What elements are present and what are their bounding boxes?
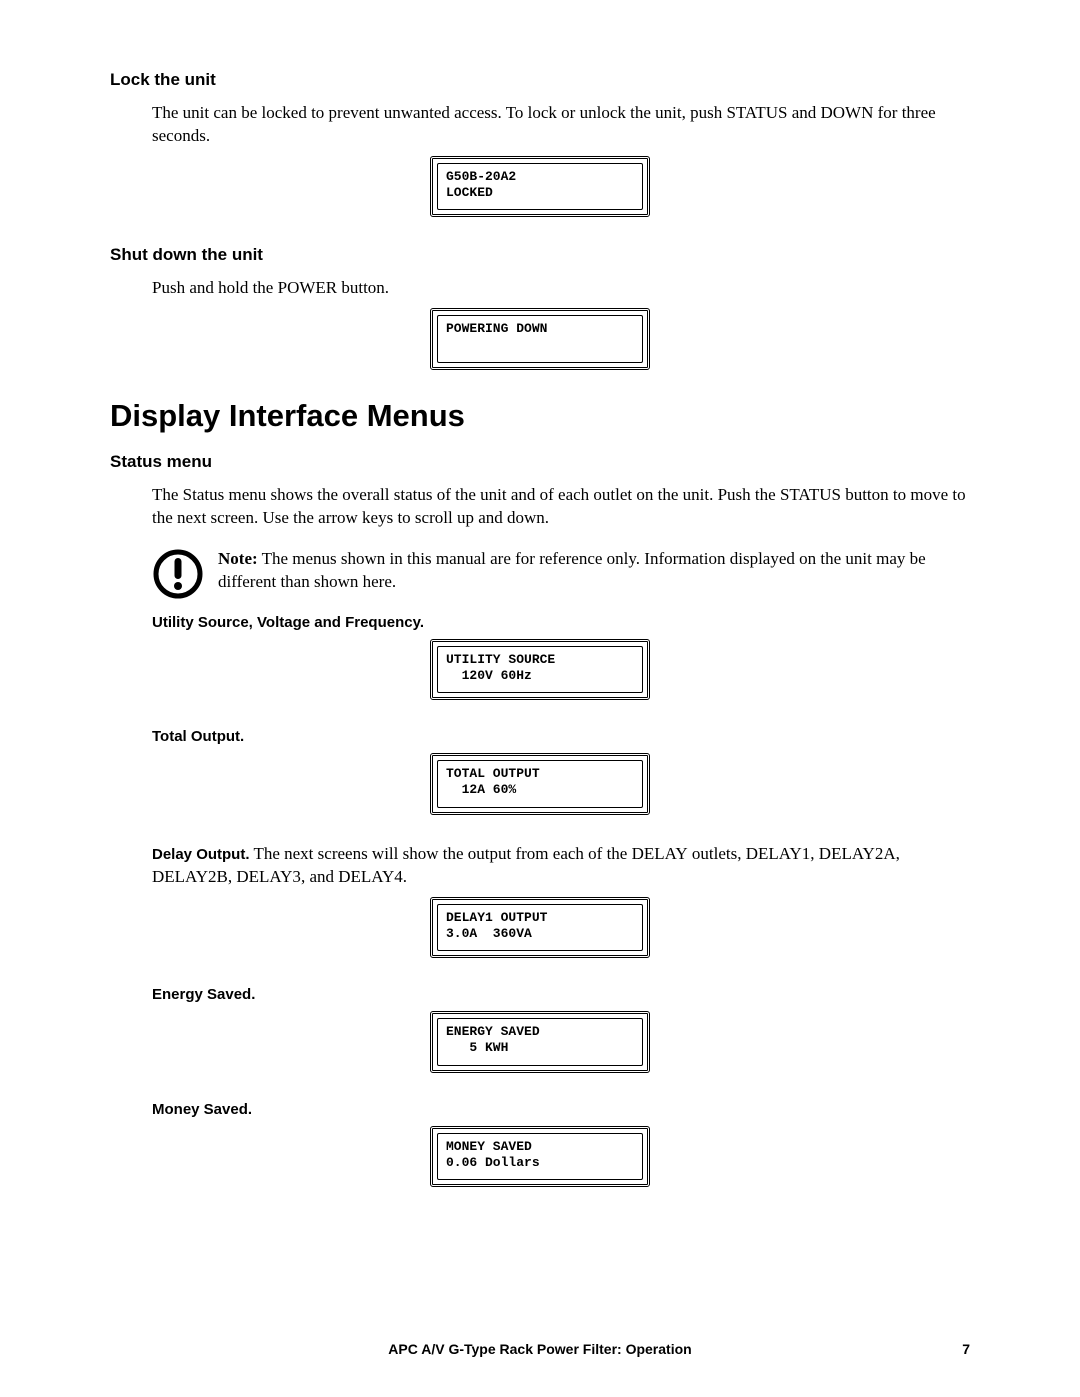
- lcd-delay-line1: DELAY1 OUTPUT: [446, 910, 547, 925]
- section-lock: Lock the unit The unit can be locked to …: [110, 70, 970, 217]
- lcd-utility: UTILITY SOURCE 120V 60Hz: [430, 639, 650, 701]
- lcd-total-inner: TOTAL OUTPUT 12A 60%: [437, 760, 643, 808]
- lcd-lock-inner: G50B-20A2 LOCKED: [437, 163, 643, 211]
- lcd-energy-line2: 5 KWH: [446, 1040, 508, 1055]
- note-text: Note: The menus shown in this manual are…: [218, 548, 970, 594]
- delay2a: DELAY2A: [819, 844, 896, 863]
- note-label: Note:: [218, 549, 258, 568]
- outlets-word: outlets,: [688, 844, 746, 863]
- and-word: , and: [301, 867, 338, 886]
- lcd-money-line1: MONEY SAVED: [446, 1139, 532, 1154]
- delay2b: DELAY2B: [152, 867, 228, 886]
- lock-and: and: [787, 103, 820, 122]
- delay4: DELAY4: [338, 867, 403, 886]
- delay3: DELAY3: [236, 867, 301, 886]
- lcd-utility-inner: UTILITY SOURCE 120V 60Hz: [437, 646, 643, 694]
- shutdown-text-2: button.: [337, 278, 389, 297]
- c2: ,: [896, 844, 900, 863]
- lcd-energy: ENERGY SAVED 5 KWH: [430, 1011, 650, 1073]
- footer-title: APC A/V G-Type Rack Power Filter: Operat…: [140, 1341, 940, 1357]
- down-key-text: DOWN: [821, 103, 874, 122]
- shutdown-heading: Shut down the unit: [110, 245, 970, 265]
- shutdown-body: Push and hold the POWER button.: [152, 277, 970, 300]
- lcd-energy-inner: ENERGY SAVED 5 KWH: [437, 1018, 643, 1066]
- delay1: DELAY1: [746, 844, 811, 863]
- status-menu-heading: Status menu: [110, 452, 970, 472]
- total-output-heading: Total Output.: [152, 728, 970, 745]
- power-key-text: POWER: [278, 278, 338, 297]
- lcd-money: MONEY SAVED 0.06 Dollars: [430, 1126, 650, 1188]
- energy-saved-heading: Energy Saved.: [152, 986, 970, 1003]
- lcd-delay-inner: DELAY1 OUTPUT 3.0A 360VA: [437, 904, 643, 952]
- delay-output-label: Delay Output.: [152, 846, 250, 863]
- lcd-money-line2: 0.06 Dollars: [446, 1155, 540, 1170]
- period: .: [403, 867, 407, 886]
- shutdown-text-1: Push and hold the: [152, 278, 278, 297]
- delay-text-1: The next screens will show the output fr…: [250, 844, 632, 863]
- lcd-money-inner: MONEY SAVED 0.06 Dollars: [437, 1133, 643, 1181]
- delay-output-row: Delay Output. The next screens will show…: [152, 843, 970, 889]
- main-heading: Display Interface Menus: [110, 398, 970, 434]
- lcd-shutdown: POWERING DOWN: [430, 308, 650, 370]
- status-key-text: STATUS: [726, 103, 787, 122]
- note-body: The menus shown in this manual are for r…: [218, 549, 926, 591]
- status-menu-body: The Status menu shows the overall status…: [152, 484, 970, 530]
- lock-heading: Lock the unit: [110, 70, 970, 90]
- warning-icon: [152, 548, 204, 600]
- lcd-total-line2: 12A 60%: [446, 782, 516, 797]
- lcd-lock-line1: G50B-20A2: [446, 169, 516, 184]
- lcd-utility-line1: UTILITY SOURCE: [446, 652, 555, 667]
- lcd-delay: DELAY1 OUTPUT 3.0A 360VA: [430, 897, 650, 959]
- delay-word: DELAY: [632, 844, 688, 863]
- section-status-menu: Status menu The Status menu shows the ov…: [110, 452, 970, 1187]
- footer-page-number: 7: [940, 1341, 970, 1357]
- lock-text-1: The unit can be locked to prevent unwant…: [152, 103, 726, 122]
- c1: ,: [810, 844, 819, 863]
- lcd-lock: G50B-20A2 LOCKED: [430, 156, 650, 218]
- lock-body: The unit can be locked to prevent unwant…: [152, 102, 970, 148]
- money-saved-heading: Money Saved.: [152, 1101, 970, 1118]
- lcd-lock-line2: LOCKED: [446, 185, 493, 200]
- lcd-total-output: TOTAL OUTPUT 12A 60%: [430, 753, 650, 815]
- lcd-utility-line2: 120V 60Hz: [446, 668, 532, 683]
- page-footer: APC A/V G-Type Rack Power Filter: Operat…: [110, 1341, 970, 1357]
- status-text-1: The Status menu shows the overall status…: [152, 485, 780, 504]
- note-row: Note: The menus shown in this manual are…: [152, 548, 970, 600]
- lcd-shutdown-inner: POWERING DOWN: [437, 315, 643, 363]
- utility-heading: Utility Source, Voltage and Frequency.: [152, 614, 970, 631]
- lcd-total-line1: TOTAL OUTPUT: [446, 766, 540, 781]
- lcd-delay-line2: 3.0A 360VA: [446, 926, 532, 941]
- section-shutdown: Shut down the unit Push and hold the POW…: [110, 245, 970, 369]
- footer-spacer: [110, 1341, 140, 1357]
- lcd-energy-line1: ENERGY SAVED: [446, 1024, 540, 1039]
- status-key-text-2: STATUS: [780, 485, 841, 504]
- lcd-shutdown-line1: POWERING DOWN: [446, 321, 547, 336]
